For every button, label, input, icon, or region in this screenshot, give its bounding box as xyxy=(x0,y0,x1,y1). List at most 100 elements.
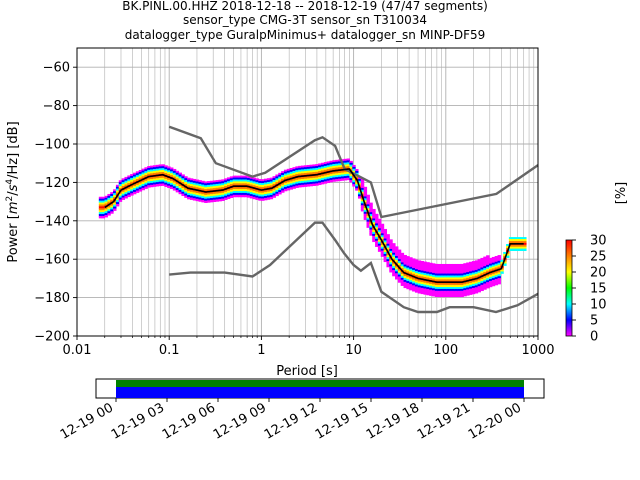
density-cell xyxy=(127,190,131,194)
density-cell xyxy=(372,235,376,239)
density-cell xyxy=(207,194,211,197)
density-cell xyxy=(380,225,385,229)
density-cell xyxy=(366,200,370,203)
density-cell xyxy=(272,187,276,191)
density-cell xyxy=(107,193,111,197)
density-cell xyxy=(309,166,313,170)
x-tick-label: 1000 xyxy=(521,343,554,358)
density-cell xyxy=(497,264,501,268)
density-cell xyxy=(463,272,467,276)
density-cell xyxy=(110,199,114,203)
density-cell xyxy=(366,219,370,223)
density-cell xyxy=(363,217,368,220)
y-axis-label: Power [m2/s4/Hz] [dB] xyxy=(5,121,21,262)
density-cell xyxy=(437,287,442,290)
density-cell xyxy=(178,187,182,191)
density-cell xyxy=(195,196,200,200)
density-cell xyxy=(301,169,305,172)
density-cell xyxy=(309,183,313,187)
density-cell xyxy=(352,184,356,187)
density-cell xyxy=(417,275,422,279)
density-cell xyxy=(335,159,339,163)
density-cell xyxy=(463,274,467,278)
density-cell xyxy=(426,273,430,277)
density-cell xyxy=(198,197,202,200)
density-cell xyxy=(110,211,114,214)
density-cell xyxy=(406,269,410,272)
density-cell xyxy=(392,248,396,252)
density-cell xyxy=(224,184,228,187)
density-cell xyxy=(226,183,231,186)
density-cell xyxy=(440,271,444,275)
density-cell xyxy=(113,189,117,192)
density-cell xyxy=(460,285,464,288)
density-cell xyxy=(221,194,225,198)
density-cell xyxy=(255,191,259,195)
density-cell xyxy=(397,253,402,256)
density-cell xyxy=(289,168,294,171)
density-cell xyxy=(124,188,128,191)
density-cell xyxy=(443,267,447,271)
density-cell xyxy=(394,267,399,270)
density-cell xyxy=(241,187,245,190)
density-cell xyxy=(101,208,106,211)
density-cell xyxy=(244,177,248,180)
density-cell xyxy=(178,189,182,193)
density-cell xyxy=(397,259,402,262)
density-cell xyxy=(178,191,182,195)
density-cell xyxy=(244,189,248,192)
density-cell xyxy=(181,178,185,181)
density-cell xyxy=(244,191,248,194)
density-cell xyxy=(138,173,143,177)
density-cell xyxy=(426,264,430,267)
density-cell xyxy=(372,237,376,241)
density-cell xyxy=(335,163,339,167)
density-cell xyxy=(318,169,322,172)
density-cell xyxy=(261,181,265,184)
density-cell xyxy=(158,168,163,171)
density-cell xyxy=(460,271,464,274)
y-tick-label: −200 xyxy=(34,330,70,345)
density-cell xyxy=(397,255,402,258)
density-cell xyxy=(252,192,257,196)
density-cell xyxy=(235,183,239,186)
density-cell xyxy=(454,288,459,292)
density-cell xyxy=(426,269,430,273)
density-cell xyxy=(323,165,328,169)
density-cell xyxy=(412,258,416,261)
density-cell xyxy=(266,180,271,183)
density-cell xyxy=(477,284,481,287)
density-cell xyxy=(207,186,211,190)
density-cell xyxy=(309,168,313,171)
density-cell xyxy=(298,179,302,182)
density-cell xyxy=(457,269,462,273)
density-cell xyxy=(292,178,296,182)
density-cell xyxy=(195,193,200,196)
density-cell xyxy=(420,266,425,270)
density-cell xyxy=(218,179,222,183)
density-cell xyxy=(426,275,430,278)
density-cell xyxy=(292,184,296,187)
density-cell xyxy=(497,260,501,264)
density-cell xyxy=(246,181,251,185)
density-cell xyxy=(272,189,276,193)
density-cell xyxy=(255,193,259,197)
density-cell xyxy=(232,194,237,198)
density-cell xyxy=(434,267,439,271)
density-cell xyxy=(514,239,519,242)
density-cell xyxy=(457,283,462,286)
density-cell xyxy=(457,265,462,269)
density-cell xyxy=(503,251,507,255)
density-cell xyxy=(209,196,214,199)
density-cell xyxy=(343,178,348,181)
density-cell xyxy=(454,290,459,294)
density-cell xyxy=(195,185,200,188)
density-cell xyxy=(414,267,419,270)
density-cell xyxy=(147,166,151,169)
density-cell xyxy=(326,167,331,170)
density-cell xyxy=(380,250,385,254)
density-cell xyxy=(437,263,442,267)
density-cell xyxy=(269,194,274,198)
density-cell xyxy=(463,282,467,285)
density-cell xyxy=(477,280,481,283)
